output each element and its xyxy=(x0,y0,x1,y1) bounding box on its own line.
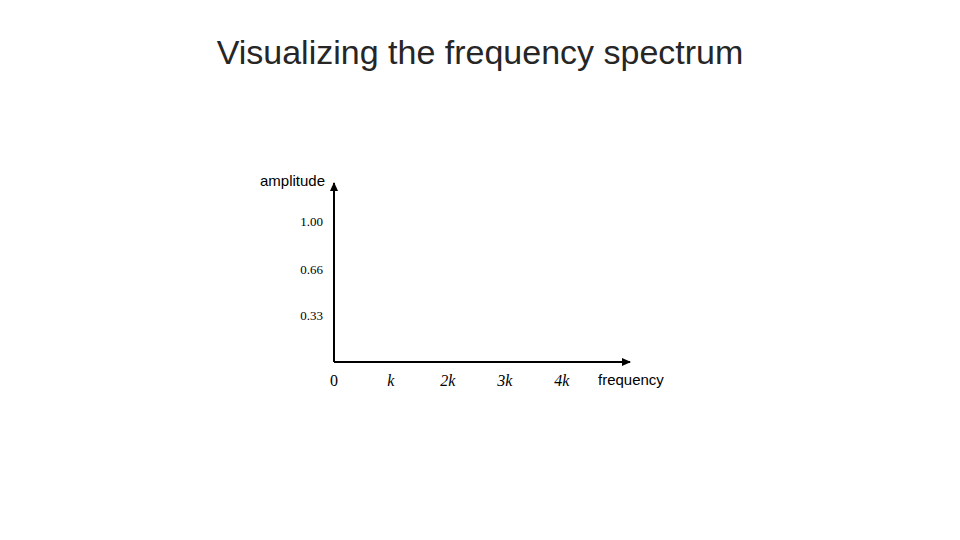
title: Visualizing the frequency spectrum xyxy=(217,33,744,71)
x-axis xyxy=(334,361,630,363)
x-tick-label: k xyxy=(387,372,395,389)
x-tick-label: 3k xyxy=(496,372,513,389)
x-tick-label: 0 xyxy=(330,372,338,389)
x-tick-label: 2k xyxy=(440,372,456,389)
y-tick-label: 1.00 xyxy=(300,214,323,229)
y-axis-label: amplitude xyxy=(260,172,325,189)
y-tick-label: 0.66 xyxy=(300,262,323,277)
x-tick-label: 4k xyxy=(554,372,570,389)
y-tick-label: 0.33 xyxy=(300,308,323,323)
x-axis-label: frequency xyxy=(598,371,664,388)
y-axis xyxy=(333,183,335,362)
chart: Visualizing the frequency spectrum 0 k 2k 3k… xyxy=(0,0,960,540)
